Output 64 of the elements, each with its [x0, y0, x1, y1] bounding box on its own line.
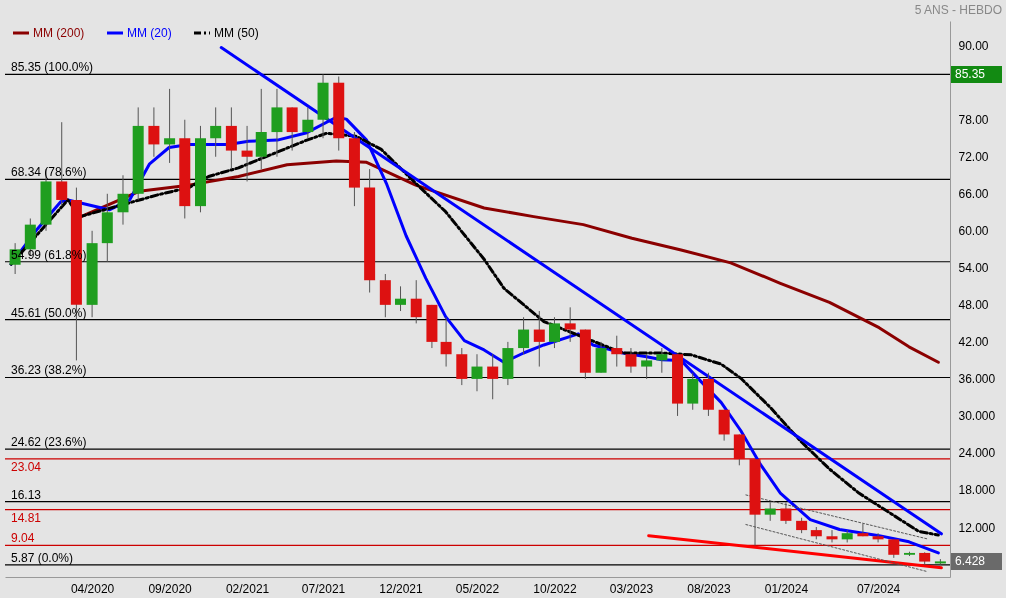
y-tick-label: 54.00: [958, 261, 989, 276]
candlestick: [826, 529, 838, 543]
candlestick: [302, 106, 314, 139]
candlestick: [611, 335, 623, 368]
candlestick: [656, 347, 668, 374]
ref-line-label: 85.35 (100.0%): [11, 60, 94, 75]
legend-label: MM (200): [33, 26, 85, 40]
candlestick: [564, 306, 576, 343]
x-tick-label: 07/2024: [856, 581, 901, 596]
candlestick: [857, 523, 869, 537]
candlestick: [548, 316, 560, 349]
x-tick-label: 05/2022: [455, 581, 500, 596]
legend-label: MM (50): [214, 26, 259, 40]
y-tick-label: 90.00: [958, 39, 989, 54]
candlestick: [148, 106, 160, 158]
candlestick: [410, 279, 422, 324]
y-tick-label: 24.000: [958, 446, 996, 461]
candlestick: [471, 353, 483, 392]
candlestick: [764, 501, 776, 522]
x-tick-label: 08/2023: [687, 581, 731, 596]
y-tick-label: 66.00: [958, 187, 989, 202]
text: 85.35: [955, 67, 986, 82]
candlestick: [518, 316, 530, 355]
ref-line-label: 23.04: [11, 459, 42, 474]
candlestick: [641, 353, 653, 380]
candlestick: [487, 353, 499, 400]
x-tick-label: 09/2020: [148, 581, 193, 596]
x-tick-label: 02/2021: [225, 581, 270, 596]
x-tick-label: 07/2021: [301, 581, 346, 596]
candlestick: [625, 347, 637, 374]
y-tick-label: 12.000: [958, 520, 996, 535]
y-tick-label: 42.00: [958, 335, 989, 350]
ref-line-label: 24.62 (23.6%): [11, 435, 87, 450]
y-tick-label: 78.00: [958, 113, 989, 128]
ref-line-label: 14.81: [11, 510, 42, 525]
ref-line-label: 68.34 (78.6%): [11, 165, 87, 180]
candlestick: [117, 174, 129, 226]
y-tick-label: 30.000: [958, 409, 996, 424]
ref-line-label: 5.87 (0.0%): [11, 550, 74, 565]
x-tick-label: 12/2021: [379, 581, 424, 596]
y-tick-label: 72.00: [958, 150, 989, 165]
legend-label: MM (20): [127, 26, 172, 40]
candlestick: [395, 285, 407, 312]
y-tick-label: 36.000: [958, 372, 996, 387]
y-tick-label: 48.00: [958, 298, 989, 313]
candlestick: [241, 125, 253, 182]
x-tick-label: 04/2020: [70, 581, 115, 596]
candlestick: [888, 538, 900, 559]
candlestick: [533, 310, 545, 368]
candlestick: [164, 88, 176, 164]
candlestick: [872, 532, 884, 543]
text: 6.428: [955, 554, 986, 569]
y-tick-label: 18.000: [958, 483, 996, 498]
candlestick: [210, 106, 222, 158]
chart-title: 5 ANS - HEBDO: [914, 3, 1002, 17]
x-tick-label: 03/2023: [609, 581, 654, 596]
ref-line-label: 9.04: [11, 531, 35, 546]
ref-line-label: 16.13: [11, 487, 42, 502]
y-tick-label: 60.00: [958, 224, 989, 239]
candlestick: [440, 316, 452, 368]
candlestick: [780, 501, 792, 525]
x-tick-label: 01/2024: [764, 581, 809, 596]
ref-line-label: 36.23 (38.2%): [11, 363, 87, 378]
x-tick-label: 10/2022: [533, 581, 577, 596]
